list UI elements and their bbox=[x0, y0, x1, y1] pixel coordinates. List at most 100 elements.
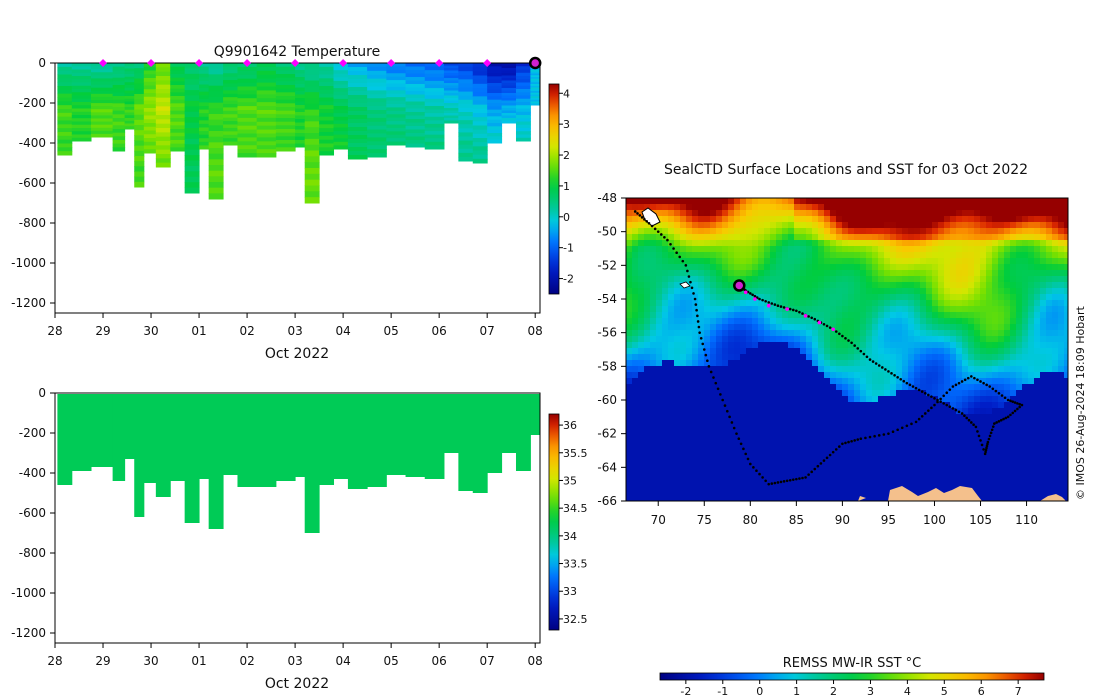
sst-cell bbox=[1034, 372, 1041, 379]
sst-cell bbox=[812, 240, 819, 247]
sst-cell bbox=[740, 276, 747, 283]
sst-cell bbox=[662, 342, 669, 349]
sst-cell bbox=[890, 420, 897, 427]
sst-cell bbox=[740, 240, 747, 247]
sst-cell bbox=[800, 282, 807, 289]
sst-cell bbox=[1022, 420, 1029, 427]
sst-cell bbox=[1034, 342, 1041, 349]
sst-cell bbox=[854, 240, 861, 247]
sst-cell bbox=[806, 444, 813, 451]
colorbar-tick-label: -1 bbox=[563, 242, 574, 255]
sst-cell bbox=[908, 216, 915, 223]
sst-cell bbox=[632, 336, 639, 343]
sst-cell bbox=[818, 456, 825, 463]
sst-cell bbox=[968, 258, 975, 265]
track-point bbox=[798, 310, 801, 314]
salinity-cell bbox=[208, 394, 224, 529]
sst-cell bbox=[674, 414, 681, 421]
sst-cell bbox=[794, 474, 801, 481]
sst-cell bbox=[980, 330, 987, 337]
sst-cell bbox=[956, 456, 963, 463]
recent-position bbox=[785, 307, 789, 311]
sst-cell bbox=[1022, 486, 1029, 493]
sst-cell bbox=[914, 300, 921, 307]
sst-cell bbox=[902, 324, 909, 331]
track-point bbox=[758, 297, 761, 301]
sst-cell bbox=[794, 210, 801, 217]
sst-cell bbox=[1034, 480, 1041, 487]
sst-cell bbox=[836, 336, 843, 343]
sst-cell bbox=[632, 426, 639, 433]
sst-cell bbox=[962, 216, 969, 223]
sst-cell bbox=[740, 360, 747, 367]
sst-cell bbox=[782, 408, 789, 415]
temperature-cell bbox=[275, 77, 296, 82]
sst-cell bbox=[812, 336, 819, 343]
sst-cell bbox=[836, 228, 843, 235]
track-point bbox=[773, 481, 777, 485]
sst-cell bbox=[668, 318, 675, 325]
track-point bbox=[967, 418, 971, 422]
sst-cell bbox=[782, 474, 789, 481]
sst-cell bbox=[986, 318, 993, 325]
sst-cell bbox=[680, 396, 687, 403]
temperature-cell bbox=[124, 115, 135, 119]
sst-cell bbox=[908, 198, 915, 205]
temperature-cell bbox=[530, 73, 540, 76]
sst-cell bbox=[854, 486, 861, 493]
sst-cell bbox=[878, 342, 885, 349]
temperature-cell bbox=[472, 100, 488, 106]
temperature-cell bbox=[57, 112, 73, 118]
sst-cell bbox=[956, 198, 963, 205]
sst-cell bbox=[914, 270, 921, 277]
sst-cell bbox=[854, 324, 861, 331]
sst-cell bbox=[950, 246, 957, 253]
sst-cell bbox=[824, 468, 831, 475]
temperature-cell bbox=[112, 107, 126, 112]
sst-cell bbox=[950, 222, 957, 229]
sst-cell bbox=[836, 396, 843, 403]
temperature-cell bbox=[143, 141, 157, 146]
temperature-cell bbox=[458, 144, 474, 150]
sst-cell bbox=[632, 480, 639, 487]
sst-cell bbox=[668, 366, 675, 373]
sst-cell bbox=[1004, 234, 1011, 241]
sst-cell bbox=[788, 342, 795, 349]
sst-cell bbox=[992, 408, 999, 415]
sst-cell bbox=[686, 234, 693, 241]
sst-cell bbox=[932, 210, 939, 217]
track-point bbox=[709, 370, 713, 374]
sst-cell bbox=[740, 378, 747, 385]
sst-cell bbox=[638, 360, 645, 367]
sst-cell bbox=[722, 498, 729, 501]
temperature-cell bbox=[124, 126, 135, 130]
sst-cell bbox=[890, 264, 897, 271]
sst-cell bbox=[986, 420, 993, 427]
sst-cell bbox=[890, 234, 897, 241]
temperature-cell bbox=[443, 65, 459, 69]
sst-cell bbox=[854, 300, 861, 307]
sst-cell bbox=[752, 498, 759, 501]
sst-cell bbox=[710, 270, 717, 277]
sst-cell bbox=[974, 456, 981, 463]
sst-cell bbox=[638, 480, 645, 487]
track-point bbox=[638, 214, 642, 217]
sst-cell bbox=[860, 270, 867, 277]
sst-cell bbox=[842, 198, 849, 205]
track-point bbox=[716, 387, 720, 391]
sst-cell bbox=[986, 462, 993, 469]
sst-cell bbox=[740, 198, 747, 205]
temperature-cell bbox=[304, 103, 320, 111]
sst-cell bbox=[758, 324, 765, 331]
sst-cell bbox=[674, 354, 681, 361]
sst-cell bbox=[1016, 312, 1023, 319]
colorbar-tick-label: 33 bbox=[563, 585, 577, 598]
sst-cell bbox=[770, 264, 777, 271]
sst-cell bbox=[710, 354, 717, 361]
sst-cell bbox=[746, 444, 753, 451]
track-point bbox=[856, 438, 860, 441]
sst-cell bbox=[986, 372, 993, 379]
sst-cell bbox=[1010, 444, 1017, 451]
temperature-cell bbox=[367, 70, 387, 76]
sst-cell bbox=[956, 426, 963, 433]
